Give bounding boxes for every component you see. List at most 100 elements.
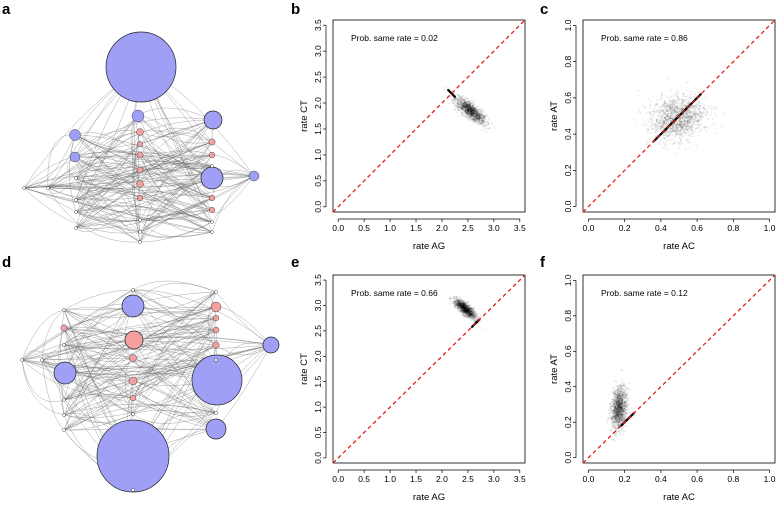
sample-point [473,116,476,119]
network-edge [75,160,213,179]
sample-point [478,114,481,117]
sample-point [465,101,468,104]
sample-point [482,115,485,117]
sample-point [703,104,706,107]
sample-point [473,107,475,109]
sample-point [466,112,469,114]
sample-point [677,112,680,114]
sample-point [480,113,483,116]
sample-point [471,109,473,111]
sample-point [464,103,467,106]
sample-point [480,109,482,112]
sample-point [460,299,463,301]
sample-point [469,110,472,113]
sample-point [463,112,466,115]
network-edge [75,169,141,185]
sample-point [476,312,478,315]
sample-point [462,108,465,111]
sample-point [473,99,475,102]
sample-point [455,98,458,100]
sample-point [472,108,474,110]
sample-point [479,117,482,119]
sample-point [466,106,469,109]
y-tick-label: 0.5 [313,175,323,187]
sample-point [461,106,464,109]
sample-point [459,100,462,103]
sample-point [481,113,483,115]
sample-point [449,300,452,303]
network-edge [63,344,272,431]
network-edge [132,317,217,359]
sample-point [470,111,473,114]
network-edge [74,130,141,158]
sample-point [470,110,473,113]
sample-point [471,107,474,110]
sample-point [457,98,460,101]
network-node-blue [191,354,243,406]
sample-point [470,113,473,115]
sample-point [460,105,463,108]
sample-point [463,105,466,107]
sample-point [469,114,472,117]
network-small-node [210,220,214,224]
sample-point [473,113,475,116]
sample-point [476,117,478,120]
sample-point [656,103,658,106]
network-edge [139,143,213,167]
sample-point [662,137,665,140]
sample-point [470,110,473,113]
sample-point [654,104,657,106]
sample-point [467,110,470,112]
sample-point [685,89,688,92]
sample-point [669,117,672,120]
sample-point [684,121,686,124]
sample-point [469,105,472,108]
sample-point [482,117,485,120]
network-small-node [138,240,142,244]
sample-point [655,125,658,128]
sample-point [465,102,467,104]
sample-point [674,109,676,111]
sample-point [662,103,665,105]
sample-point [477,117,480,120]
sample-point [478,113,480,116]
sample-point [691,132,694,135]
sample-point [468,112,471,115]
sample-point [697,134,700,137]
sample-point [464,110,467,113]
sample-point [464,99,466,101]
sample-point [480,120,483,123]
sample-point [464,103,467,106]
sample-point [476,111,479,113]
sample-point [466,112,469,115]
sample-point [473,114,476,117]
sample-point [661,93,664,96]
network-edge [63,339,135,416]
network-edge [21,291,217,361]
sample-point [475,115,478,118]
network-edge [137,115,213,223]
sample-point [457,98,460,101]
sample-point [680,126,683,128]
network-small-node [62,413,66,417]
sample-point [467,105,470,108]
sample-point [457,94,460,97]
sample-point [473,117,476,120]
sample-point [471,115,474,117]
sample-point [466,105,468,107]
sample-point [671,143,674,146]
sample-point [464,105,467,108]
sample-point [470,108,473,111]
sample-point [466,115,469,117]
sample-point [471,118,474,121]
sample-point [457,302,460,305]
sample-point [469,111,472,114]
sample-point [478,112,480,115]
sample-point [478,113,480,116]
sample-point [472,102,475,105]
network-edge [41,359,134,415]
network-node-red [129,394,137,402]
sample-point [479,122,482,125]
sample-point [461,104,464,107]
sample-point [464,115,466,117]
